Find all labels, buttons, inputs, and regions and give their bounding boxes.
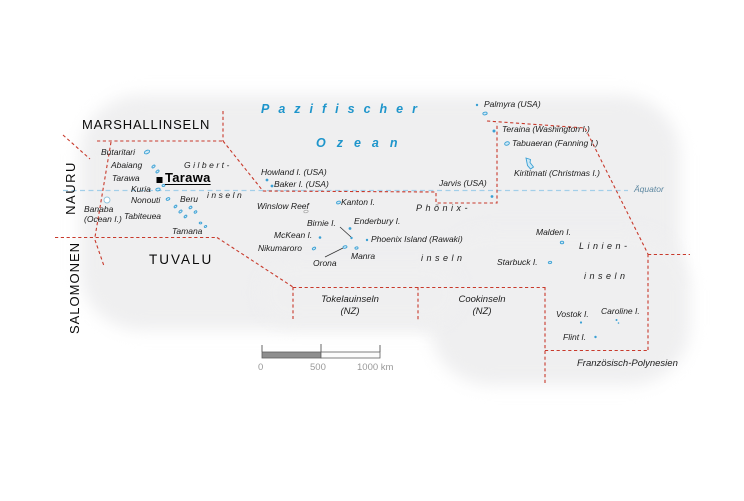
group-label-phoenix-1: Phönix- — [416, 203, 472, 213]
island-label-kanton: Kanton I. — [341, 197, 376, 207]
scale-bar — [261, 344, 381, 359]
island-label-flint: Flint I. — [563, 332, 587, 342]
equator-label: Äquator — [634, 184, 664, 194]
island-label-abaiang: Abaiang — [111, 160, 143, 170]
group-label-line-1: Linien- — [579, 241, 631, 251]
island-label-enderbury: Enderbury I. — [354, 216, 401, 226]
country-label-french-polynesia: Französisch-Polynesien — [577, 358, 678, 369]
kiritimati-island-glyph — [525, 157, 535, 170]
territory-label-cook-islands: Cookinseln (NZ) — [432, 294, 532, 318]
island-label-tamana: Tamana — [172, 226, 203, 236]
island-label-baker: Baker I. (USA) — [274, 179, 329, 189]
cook-line1: Cookinseln — [458, 294, 506, 305]
island-label-caroline: Caroline I. — [601, 306, 640, 316]
map-extent-shading-southeast — [430, 230, 690, 385]
island-label-jarvis: Jarvis (USA) — [439, 178, 487, 188]
phoenix-islands-glyphs — [265, 178, 369, 251]
island-label-manra: Manra — [351, 251, 376, 261]
island-label-tabiteuea: Tabiteuea — [124, 211, 162, 221]
country-label-solomon-islands: SALOMONEN — [67, 241, 82, 335]
capital-marker — [156, 177, 163, 183]
ocean-label-line1: Pazifischer — [261, 102, 427, 116]
tokelau-line1: Tokelauinseln — [321, 294, 379, 305]
group-label-line-2: inseln — [584, 271, 629, 281]
island-label-kiritimati: Kiritimati (Christmas I.) — [514, 168, 600, 178]
scale-label-1000km: 1000 km — [357, 362, 394, 373]
island-label-butaritari: Butaritari — [101, 147, 136, 157]
map-extent-shading-south — [260, 260, 460, 325]
territory-label-tokelau: Tokelauinseln (NZ) — [300, 294, 400, 318]
country-label-nauru: NAURU — [63, 161, 78, 215]
scale-label-500: 500 — [310, 362, 326, 373]
island-label-banaba: Banaba — [84, 204, 114, 214]
island-label-tabuaeran: Tabuaeran (Fanning I.) — [512, 138, 599, 148]
leader-lines — [324, 226, 352, 258]
island-label-nikumaroro: Nikumaroro — [258, 243, 302, 253]
tokelau-line2: (NZ) — [340, 306, 360, 317]
island-label-starbuck: Starbuck I. — [497, 257, 538, 267]
country-label-tuvalu: TUVALU — [149, 252, 214, 267]
boundary-lines — [55, 111, 690, 385]
cook-line2: (NZ) — [472, 306, 492, 317]
island-label-nonouti: Nonouti — [131, 195, 161, 205]
scale-label-0: 0 — [258, 362, 264, 373]
country-label-marshall-islands: MARSHALLINSELN — [82, 117, 211, 132]
island-label-kuria: Kuria — [131, 184, 151, 194]
ocean-label-line2: Ozean — [316, 136, 409, 150]
island-label-palmyra: Palmyra (USA) — [484, 99, 541, 109]
island-label-malden: Malden I. — [536, 227, 571, 237]
group-label-gilbert-1: Gilbert- — [184, 160, 232, 170]
line-islands-glyphs — [475, 103, 620, 339]
island-label-birnie: Birnie I. — [307, 218, 336, 228]
island-label-winslow-reef: Winslow Reef — [257, 201, 309, 211]
capital-label-tarawa: Tarawa — [165, 170, 211, 185]
island-label-tarawa: Tarawa — [112, 173, 140, 183]
banaba-island-glyph — [103, 196, 111, 204]
group-label-gilbert-2: inseln — [207, 190, 245, 200]
island-label-mckean: McKean I. — [274, 230, 313, 240]
winslow-reef-glyph — [303, 209, 309, 214]
island-label-teraina: Teraina (Washington I.) — [502, 124, 590, 134]
island-label-vostok: Vostok I. — [556, 309, 589, 319]
island-label-howland: Howland I. (USA) — [261, 167, 327, 177]
island-label-phoenix-rawaki: Phoenix Island (Rawaki) — [371, 234, 463, 244]
group-label-phoenix-2: inseln — [421, 253, 466, 263]
island-label-orona: Orona — [313, 258, 337, 268]
island-label-banaba-ocean: (Ocean I.) — [84, 214, 122, 224]
island-label-beru: Beru — [180, 194, 198, 204]
